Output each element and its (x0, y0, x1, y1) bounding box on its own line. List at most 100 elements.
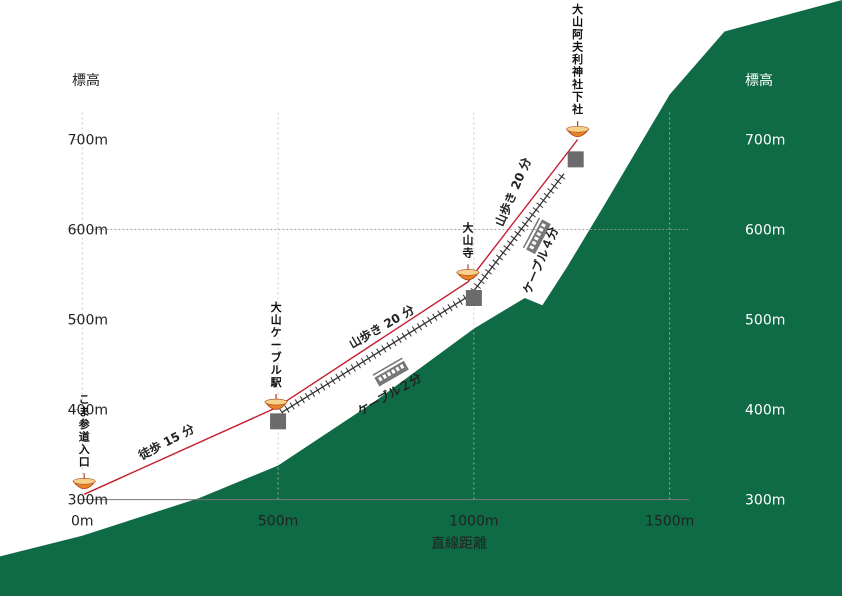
cable-tick (366, 354, 372, 363)
y-tick-label-left: 400m (68, 403, 108, 419)
marker-rim (264, 398, 288, 406)
cable-tick (477, 278, 485, 285)
cable-tick (485, 268, 492, 275)
y-axis-label-right: 標高 (745, 72, 773, 89)
cable-car-window (395, 366, 400, 372)
cable-car-icon (372, 357, 409, 387)
grid-lines (72, 112, 690, 501)
cable-tick (536, 202, 544, 209)
cable-tick (396, 335, 402, 344)
cable-car-window (386, 371, 392, 377)
y-tick-label-right: 700m (745, 133, 785, 149)
cable-tick (474, 283, 482, 289)
cable-tick (499, 249, 507, 256)
cable-tick (492, 259, 500, 266)
cable-tick (422, 319, 428, 328)
cable-tick (506, 240, 514, 247)
station-square (270, 413, 287, 430)
cable-tick (543, 192, 551, 199)
cable-tick (294, 399, 300, 407)
cable-car-window (529, 245, 535, 250)
y-tick-label-left: 700m (68, 133, 108, 149)
cable-car-roof (522, 217, 541, 249)
cable-line (281, 294, 471, 413)
cable-tick (335, 373, 341, 382)
cable-tick (320, 383, 326, 391)
marker-rim (456, 269, 480, 276)
x-tick-label: 500m (258, 514, 298, 530)
cable-tick (510, 235, 518, 242)
place-markers: こま参道入口 大山ケーブル駅 大山寺 大山阿夫利神社下社 (72, 2, 590, 490)
cable-tick (381, 345, 387, 353)
cable-tick (325, 380, 331, 388)
cable-tick (457, 297, 463, 306)
walking-route (83, 139, 579, 495)
cable-car-body (374, 360, 409, 387)
cable-tick (432, 313, 438, 321)
y-axis-label-left: 標高 (72, 72, 100, 89)
x-tick-label: 0m (71, 514, 94, 530)
cable-tick (503, 245, 511, 251)
y-tick-label-left: 300m (68, 493, 108, 509)
x-axis-label: 直線距離 (431, 535, 487, 552)
cable-tick (514, 230, 522, 237)
station-square (567, 151, 584, 168)
place-marker: 大山寺 (456, 220, 480, 281)
cable-lines (279, 173, 566, 416)
route-label: 山歩き 20 分 (346, 302, 417, 352)
axes: 標高 標高 直線距離 (72, 72, 773, 552)
cable-tick (452, 300, 458, 309)
cable-car-window (390, 369, 396, 374)
walk-route-line (83, 139, 579, 495)
cable-tick (437, 310, 443, 318)
cable-tick (442, 307, 448, 315)
cable-tick (391, 338, 397, 347)
cable-tick (371, 351, 377, 359)
x-tick-label: 1000m (449, 514, 498, 530)
cable-tick (355, 361, 361, 369)
cable-tick (401, 332, 407, 340)
cable-tick (427, 316, 433, 325)
cable-tick (481, 273, 489, 280)
cable-car-window (536, 231, 542, 237)
cable-tick (539, 197, 547, 204)
cable-car-window (378, 376, 383, 382)
cable-line (473, 173, 565, 292)
cable-tick (554, 178, 562, 185)
y-tick-label-right: 500m (745, 313, 785, 329)
cable-tick (309, 389, 316, 397)
cable-car-window (531, 240, 537, 246)
cable-tick (521, 221, 529, 228)
y-tick-label-right: 400m (745, 403, 785, 419)
place-marker: 大山ケーブル駅 (264, 300, 288, 410)
cable-tick (315, 386, 321, 394)
cable-tick (528, 211, 536, 218)
cable-car-window (399, 364, 405, 369)
cable-tick (532, 207, 540, 213)
cable-car-window (382, 374, 387, 379)
cable-tick (350, 364, 356, 372)
cable-tick (299, 395, 305, 404)
cable-tick (360, 357, 367, 366)
cable-tick (386, 342, 392, 350)
cable-tick (525, 216, 533, 223)
cable-car-window (541, 223, 546, 228)
cable-tick (488, 264, 496, 270)
station-square (465, 290, 482, 306)
place-label: 大山寺 (462, 220, 473, 259)
place-label: こま参道入口 (79, 393, 91, 469)
y-tick-label-left: 500m (68, 313, 108, 329)
cable-tick (289, 402, 295, 410)
cable-tick (447, 304, 453, 312)
place-marker: こま参道入口 (72, 393, 96, 490)
place-label: 大山ケーブル駅 (270, 300, 282, 389)
cable-tick (550, 183, 558, 190)
cable-tick (330, 376, 336, 385)
cable-tick (284, 405, 290, 413)
place-label: 大山阿夫利神社下社 (571, 2, 584, 116)
cable-tick (406, 329, 412, 337)
station-markers (270, 151, 584, 430)
marker-rim (566, 125, 589, 133)
cable-tick (547, 188, 555, 194)
